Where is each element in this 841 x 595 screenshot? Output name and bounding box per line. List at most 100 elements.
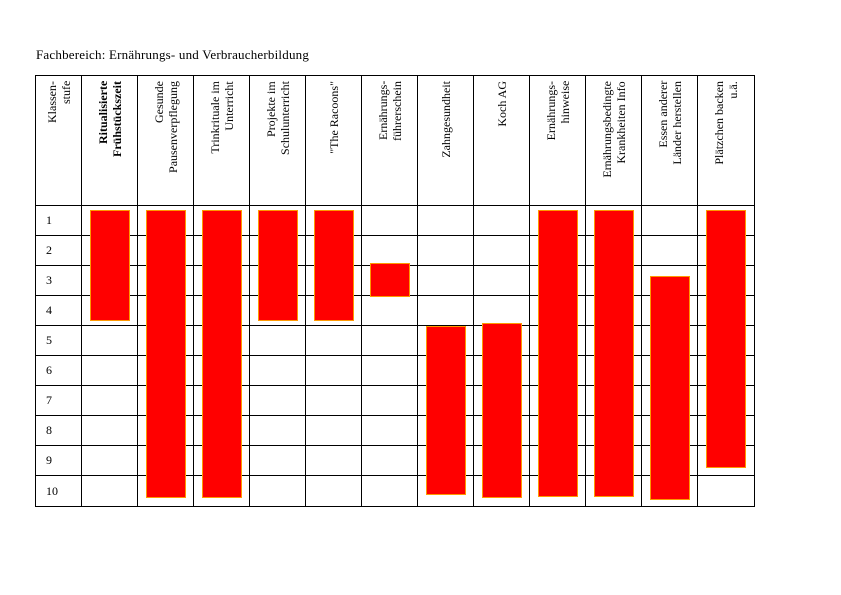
grid-cell (474, 296, 530, 326)
grid-cell (474, 266, 530, 296)
program-bar-ernaehrungshinweise (538, 210, 578, 497)
column-header-ernaehrungshinweise: Ernährungs- hinweise (530, 76, 586, 206)
column-header-ernaehrungsbedingte-krankheiten-info-label: Ernährungsbedingte Krankheiten Info (599, 81, 628, 178)
table-header-row: Klassen- stufe Ritualisierte Frühstücksze… (36, 76, 754, 206)
grid-cell (82, 356, 138, 386)
grade-row-10: 10 (36, 476, 754, 506)
grid-cell (250, 326, 306, 356)
column-header-ernaehrungsfuehrerschein: Ernährungs- führerschein (362, 76, 418, 206)
grid-cell (362, 476, 418, 506)
grade-row-label-1: 1 (36, 206, 82, 236)
grade-row-label-9: 9 (36, 446, 82, 476)
grid-cell (250, 386, 306, 416)
column-header-trinkrituale-im-unterricht: Trinkrituale im Unterricht (194, 76, 250, 206)
grid-cell (698, 446, 754, 476)
grid-cell (642, 206, 698, 236)
table-body: 1 2 3 4 5 6 7 8 9 10 (36, 206, 754, 506)
grid-cell (306, 446, 362, 476)
grid-cell (306, 416, 362, 446)
grade-row-label-6: 6 (36, 356, 82, 386)
grid-cell (642, 476, 698, 506)
column-header-gesunde-pausenverpflegung: Gesunde Pausenverpflegung (138, 76, 194, 206)
grade-row-8: 8 (36, 416, 754, 446)
column-header-ernaehrungshinweise-label: Ernährungs- hinweise (543, 81, 572, 141)
grid-cell (474, 206, 530, 236)
program-bar-ernaehrungsfuehrerschein (370, 262, 410, 297)
grade-row-4: 4 (36, 296, 754, 326)
grade-row-7: 7 (36, 386, 754, 416)
grade-row-9: 9 (36, 446, 754, 476)
grid-cell (362, 296, 418, 326)
grade-row-label-4: 4 (36, 296, 82, 326)
column-header-plaetzchen-backen-label: Plätzchen backen u.ä. (712, 81, 740, 165)
grid-cell (418, 236, 474, 266)
column-header-the-racoons: "The Racoons" (306, 76, 362, 206)
grade-row-6: 6 (36, 356, 754, 386)
column-header-klassenstufe-label: Klassen- stufe (44, 81, 73, 123)
grade-row-label-8: 8 (36, 416, 82, 446)
curriculum-table: Klassen- stufe Ritualisierte Frühstücksze… (35, 75, 755, 507)
column-header-koch-ag: Koch AG (474, 76, 530, 206)
program-bar-zahngesundheit (426, 325, 466, 495)
program-bar-trinkrituale-im-unterricht (202, 210, 242, 498)
column-header-trinkrituale-im-unterricht-label: Trinkrituale im Unterricht (207, 81, 236, 154)
grid-cell (250, 446, 306, 476)
grid-cell (82, 296, 138, 326)
grid-cell (138, 476, 194, 506)
grid-cell (418, 476, 474, 506)
grid-cell (306, 476, 362, 506)
program-bar-ernaehrungsbedingte-krankheiten-info (594, 210, 634, 497)
column-header-klassenstufe: Klassen- stufe (36, 76, 82, 206)
column-header-koch-ag-label: Koch AG (494, 81, 509, 127)
grid-cell (194, 476, 250, 506)
grid-cell (306, 326, 362, 356)
column-header-essen-anderer-laender-herstellen-label: Essen anderer Länder herstellen (655, 81, 684, 165)
grid-cell (306, 296, 362, 326)
grid-cell (250, 476, 306, 506)
grid-cell (82, 326, 138, 356)
grid-cell (586, 476, 642, 506)
grade-row-5: 5 (36, 326, 754, 356)
grid-cell (418, 206, 474, 236)
grade-row-label-2: 2 (36, 236, 82, 266)
program-bar-the-racoons (314, 210, 354, 321)
grid-cell (250, 416, 306, 446)
page-title: Fachbereich: Ernährungs- und Verbraucher… (36, 47, 310, 62)
grid-cell (82, 386, 138, 416)
grid-cell (362, 236, 418, 266)
grid-cell (362, 386, 418, 416)
program-bar-gesunde-pausenverpflegung (146, 210, 186, 498)
grid-cell (530, 476, 586, 506)
grade-row-1: 1 (36, 206, 754, 236)
grid-cell (362, 326, 418, 356)
column-header-ritualisierte-fruehstueckszeit: Ritualisierte Frühstückszeit (82, 76, 138, 206)
grid-cell (250, 356, 306, 386)
column-header-projekte-im-schulunterricht-label: Projekte im Schulunterricht (263, 81, 292, 155)
grid-cell (362, 446, 418, 476)
grid-cell (698, 476, 754, 506)
column-header-gesunde-pausenverpflegung-label: Gesunde Pausenverpflegung (151, 81, 180, 173)
column-header-ernaehrungsfuehrerschein-label: Ernährungs- führerschein (375, 81, 404, 141)
grid-cell (474, 236, 530, 266)
grade-row-2: 2 (36, 236, 754, 266)
program-bar-projekte-im-schulunterricht (258, 210, 298, 321)
grade-row-label-3: 3 (36, 266, 82, 296)
column-header-ritualisierte-fruehstueckszeit-label: Ritualisierte Frühstückszeit (95, 81, 124, 157)
column-header-the-racoons-label: "The Racoons" (326, 81, 341, 154)
grid-cell (82, 476, 138, 506)
column-header-zahngesundheit: Zahngesundheit (418, 76, 474, 206)
column-header-zahngesundheit-label: Zahngesundheit (438, 81, 453, 158)
grid-cell (362, 356, 418, 386)
grid-cell (362, 206, 418, 236)
grid-cell (474, 476, 530, 506)
grid-cell (82, 416, 138, 446)
grid-cell (306, 356, 362, 386)
grid-cell (82, 446, 138, 476)
program-bar-essen-anderer-laender-herstellen (650, 276, 690, 500)
column-header-ernaehrungsbedingte-krankheiten-info: Ernährungsbedingte Krankheiten Info (586, 76, 642, 206)
program-bar-ritualisierte-fruehstueckszeit (90, 210, 130, 321)
grid-cell (418, 266, 474, 296)
grid-cell (418, 296, 474, 326)
program-bar-koch-ag (482, 322, 522, 498)
